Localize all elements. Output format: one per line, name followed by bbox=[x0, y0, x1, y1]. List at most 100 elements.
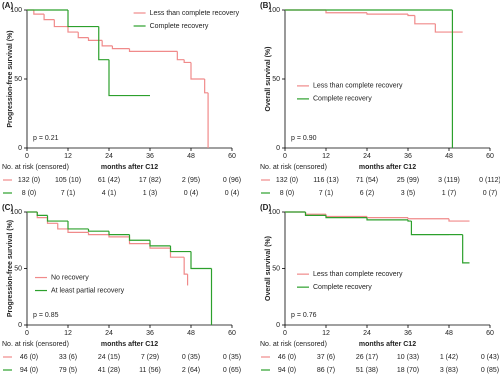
x-axis-label: months after C12 bbox=[359, 164, 416, 171]
risk-cell: 24 (15) bbox=[98, 354, 120, 361]
survival-step bbox=[366, 216, 408, 219]
survival-step bbox=[108, 59, 150, 97]
risk-table-title: No. at risk (censored) bbox=[260, 341, 327, 348]
survival-step bbox=[304, 212, 326, 215]
x-tick-label: 60 bbox=[486, 330, 494, 337]
risk-cell: 105 (10) bbox=[55, 177, 81, 184]
survival-step bbox=[53, 19, 68, 28]
risk-cell: 3 (83) bbox=[440, 367, 458, 374]
survival-step bbox=[67, 228, 89, 233]
survival-step bbox=[149, 240, 171, 247]
p-value: p = 0.21 bbox=[33, 135, 59, 142]
survival-step bbox=[183, 59, 191, 64]
y-tick-label: 50 bbox=[14, 76, 22, 83]
risk-cell: 0 (96) bbox=[223, 177, 241, 184]
risk-cell: 61 (42) bbox=[98, 177, 120, 184]
risk-cell: 10 (33) bbox=[397, 354, 419, 361]
legend-label: Complete recovery bbox=[313, 284, 372, 291]
survival-step bbox=[190, 62, 205, 80]
risk-cell: 3 (119) bbox=[438, 177, 460, 184]
x-tick-label: 36 bbox=[146, 330, 154, 337]
risk-table-title: No. at risk (censored) bbox=[2, 164, 69, 171]
risk-cell: 8 (0) bbox=[22, 190, 36, 197]
risk-cell: 11 (56) bbox=[139, 367, 161, 374]
risk-cell: 0 (35) bbox=[182, 354, 200, 361]
survival-step bbox=[46, 215, 68, 222]
y-tick-label: 0 bbox=[18, 145, 22, 152]
risk-cell: 1 (7) bbox=[442, 190, 456, 197]
survival-step bbox=[77, 32, 89, 39]
survival-step bbox=[366, 217, 408, 221]
x-tick-label: 12 bbox=[64, 330, 72, 337]
x-axis-label: months after C12 bbox=[101, 341, 158, 348]
risk-cell: 132 (0) bbox=[276, 177, 298, 184]
risk-cell: 1 (3) bbox=[143, 190, 157, 197]
survival-step bbox=[448, 218, 470, 222]
survival-step bbox=[183, 257, 188, 275]
x-tick-label: 36 bbox=[404, 330, 412, 337]
x-tick-label: 0 bbox=[283, 153, 287, 160]
y-tick-label: 100 bbox=[10, 209, 22, 216]
risk-cell: 25 (99) bbox=[397, 177, 419, 184]
survival-step bbox=[410, 221, 449, 236]
risk-cell: 3 (5) bbox=[401, 190, 415, 197]
p-value: p = 0.85 bbox=[33, 312, 59, 319]
legend-label: Less than complete recovery bbox=[150, 10, 240, 17]
risk-cell: 41 (28) bbox=[98, 367, 120, 374]
legend-label: No recovery bbox=[51, 274, 89, 281]
survival-step bbox=[108, 234, 130, 238]
survival-step bbox=[407, 14, 415, 17]
survival-step bbox=[414, 15, 436, 25]
risk-cell: 6 (2) bbox=[360, 190, 374, 197]
risk-cell: 0 (4) bbox=[184, 190, 198, 197]
survival-step bbox=[57, 223, 68, 230]
risk-cell: 46 (0) bbox=[278, 354, 296, 361]
x-tick-label: 24 bbox=[105, 330, 113, 337]
y-tick-label: 50 bbox=[272, 76, 280, 83]
survival-step bbox=[325, 214, 367, 218]
survival-step bbox=[98, 26, 109, 61]
survival-step bbox=[111, 45, 130, 50]
survival-step bbox=[101, 40, 113, 47]
risk-cell: 18 (70) bbox=[397, 367, 419, 374]
risk-table-title: No. at risk (censored) bbox=[260, 164, 327, 171]
x-tick-label: 36 bbox=[404, 153, 412, 160]
survival-step bbox=[169, 248, 185, 258]
risk-cell: 94 (0) bbox=[278, 367, 296, 374]
x-tick-label: 48 bbox=[445, 153, 453, 160]
survival-step bbox=[33, 10, 45, 15]
risk-cell: 0 (7) bbox=[483, 190, 497, 197]
risk-cell: 4 (1) bbox=[102, 190, 116, 197]
y-axis-label: Overall survival (%) bbox=[265, 47, 272, 112]
x-tick-label: 60 bbox=[486, 153, 494, 160]
x-tick-label: 0 bbox=[25, 153, 29, 160]
survival-step bbox=[169, 245, 191, 253]
risk-cell: 0 (112) bbox=[479, 177, 500, 184]
x-tick-label: 0 bbox=[25, 330, 29, 337]
survival-step bbox=[462, 234, 470, 264]
legend-label: Complete recovery bbox=[313, 96, 372, 103]
risk-cell: 0 (65) bbox=[223, 367, 241, 374]
panel-label: (A) bbox=[2, 1, 13, 10]
survival-step bbox=[87, 232, 109, 236]
panel-label: (B) bbox=[260, 1, 271, 10]
panel-label: (D) bbox=[260, 203, 271, 212]
survival-step bbox=[204, 79, 209, 94]
y-axis-label: Progression-free survival (%) bbox=[7, 220, 14, 317]
risk-cell: 7 (1) bbox=[61, 190, 75, 197]
risk-cell: 7 (1) bbox=[319, 190, 333, 197]
y-tick-label: 50 bbox=[14, 265, 22, 272]
survival-step bbox=[304, 212, 326, 216]
survival-step bbox=[176, 51, 185, 61]
survival-step bbox=[128, 234, 150, 241]
y-tick-label: 50 bbox=[272, 265, 280, 272]
risk-cell: 0 (85) bbox=[481, 367, 499, 374]
risk-cell: 71 (54) bbox=[356, 177, 378, 184]
survival-step bbox=[325, 10, 367, 14]
survival-step bbox=[407, 219, 412, 222]
y-tick-label: 100 bbox=[268, 7, 280, 14]
x-tick-label: 60 bbox=[228, 153, 236, 160]
x-tick-label: 12 bbox=[64, 153, 72, 160]
risk-cell: 8 (0) bbox=[280, 190, 294, 197]
survival-step bbox=[67, 221, 89, 230]
